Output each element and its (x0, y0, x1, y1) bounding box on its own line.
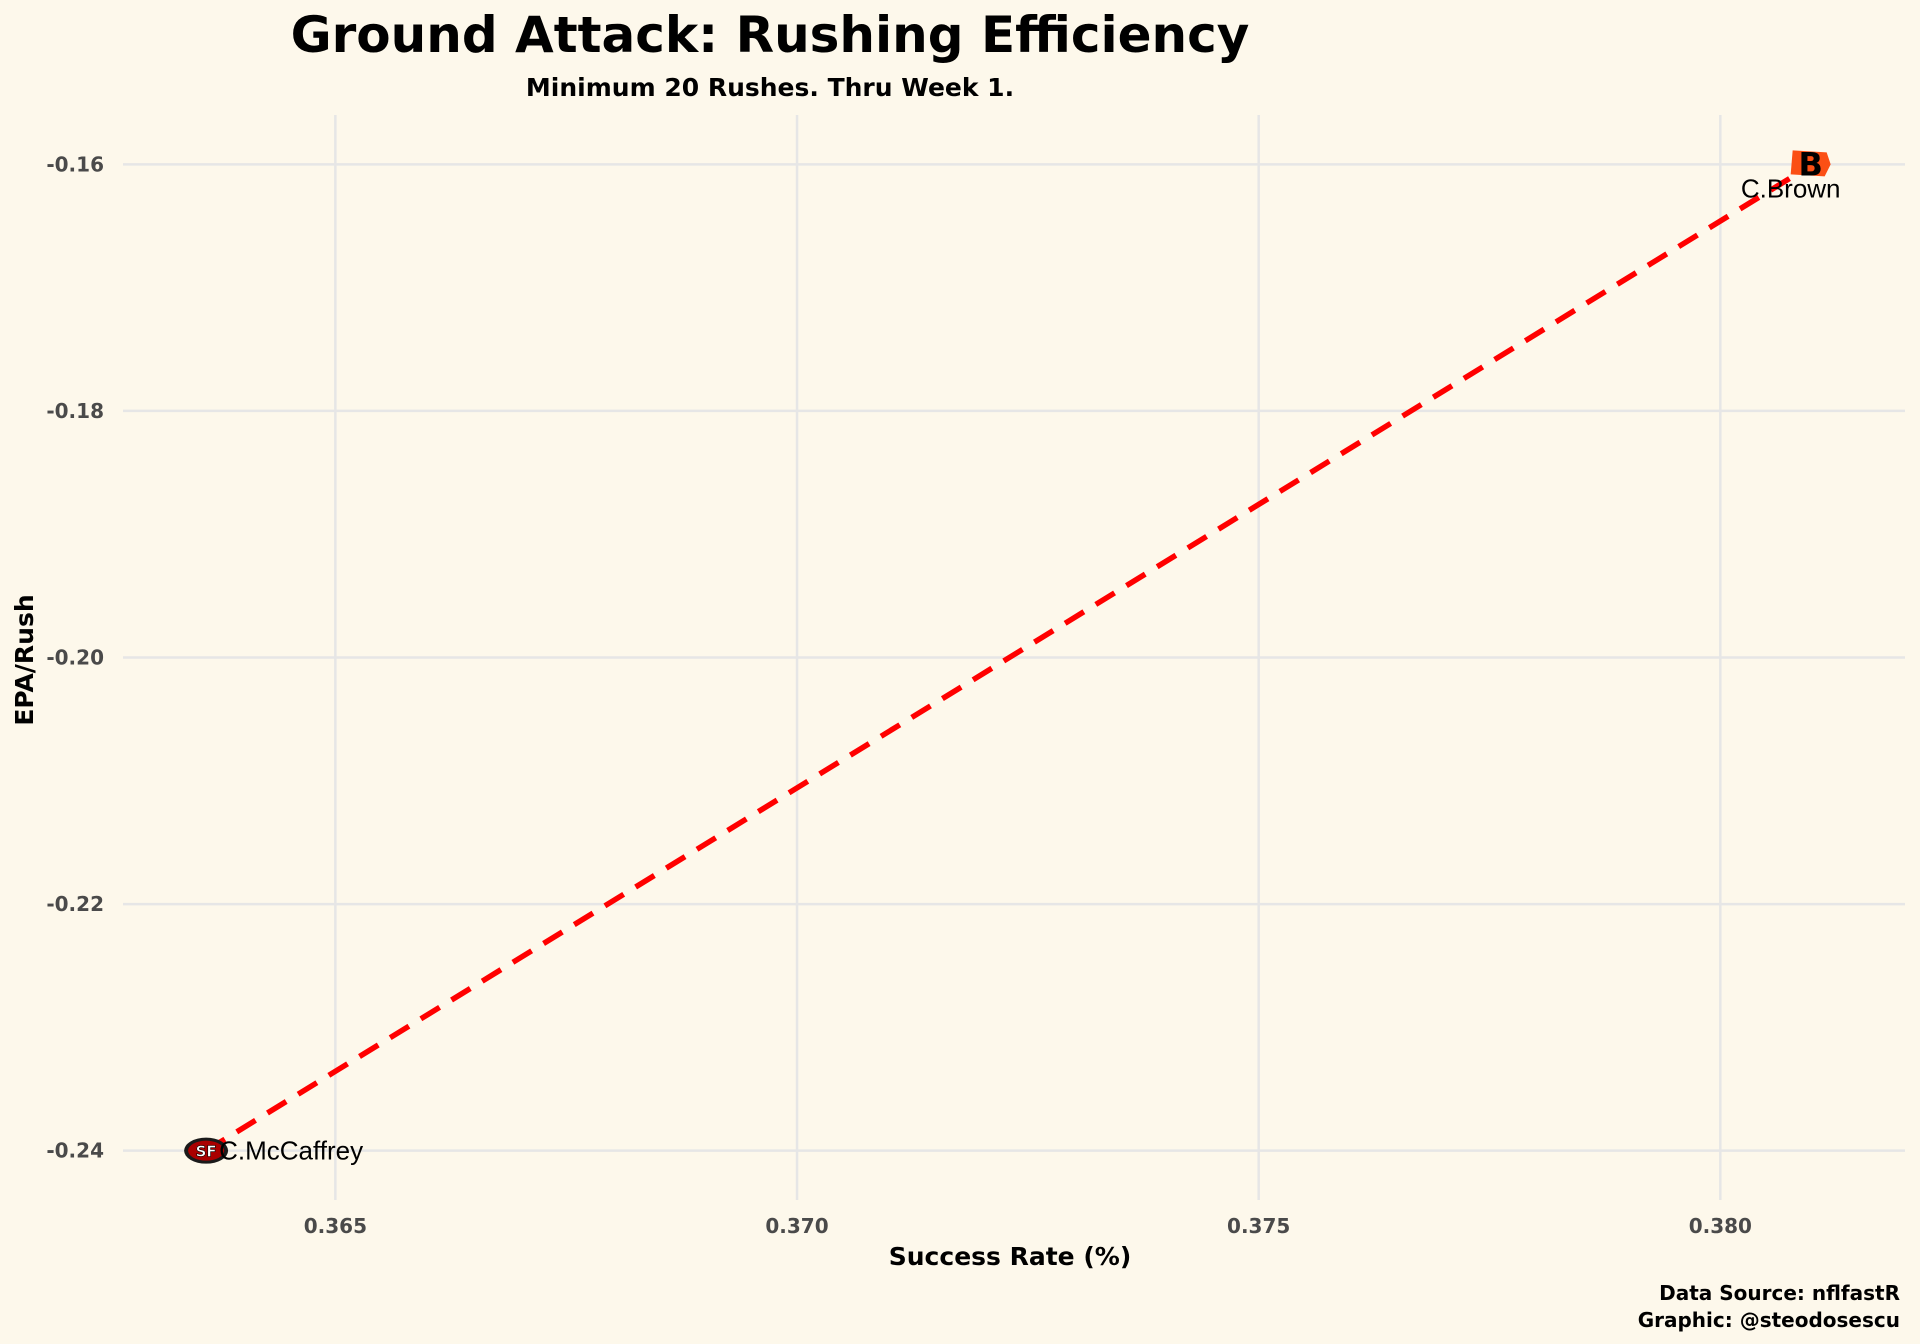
chart-title: Ground Attack: Rushing Efficiency (291, 6, 1250, 64)
point-label: C.McCaffrey (219, 1136, 363, 1166)
trend-line-group (204, 161, 1815, 1154)
bengals-logo-lettering: B (1798, 145, 1822, 183)
x-tick-label: 0.375 (1227, 1214, 1290, 1238)
sf-logo-lettering: SF (196, 1143, 217, 1161)
y-tick-label: -0.20 (46, 646, 104, 670)
x-tick-label: 0.370 (765, 1214, 828, 1238)
grid-lines (123, 115, 1905, 1200)
trend-line (204, 161, 1815, 1154)
y-tick-label: -0.24 (46, 1139, 104, 1163)
y-tick-label: -0.18 (46, 399, 104, 423)
point-label: C.Brown (1741, 173, 1841, 203)
tick-labels: 0.365 0.370 0.375 0.380 -0.16 -0.18 -0.20 -0.22… (46, 152, 1752, 1238)
y-axis-label: EPA/Rush (10, 594, 39, 725)
bengals-logo-shape (1790, 150, 1831, 177)
x-axis-label: Success Rate (%) (889, 1242, 1132, 1271)
sf-logo-fill (188, 1140, 225, 1161)
x-tick-label: 0.365 (304, 1214, 367, 1238)
y-tick-label: -0.22 (46, 892, 104, 916)
y-tick-label: -0.16 (46, 152, 104, 176)
x-tick-label: 0.380 (1689, 1214, 1752, 1238)
caption-data-source: Data Source: nflfastR (1659, 1281, 1900, 1305)
chart-subtitle: Minimum 20 Rushes. Thru Week 1. (526, 73, 1014, 102)
data-point: BC.Brown (1741, 145, 1841, 203)
caption-graphic-credit: Graphic: @steodosescu (1638, 1308, 1900, 1332)
data-points: SF C.McCaffrey BC.Brown (184, 145, 1841, 1166)
data-point: SF C.McCaffrey (184, 1136, 363, 1166)
